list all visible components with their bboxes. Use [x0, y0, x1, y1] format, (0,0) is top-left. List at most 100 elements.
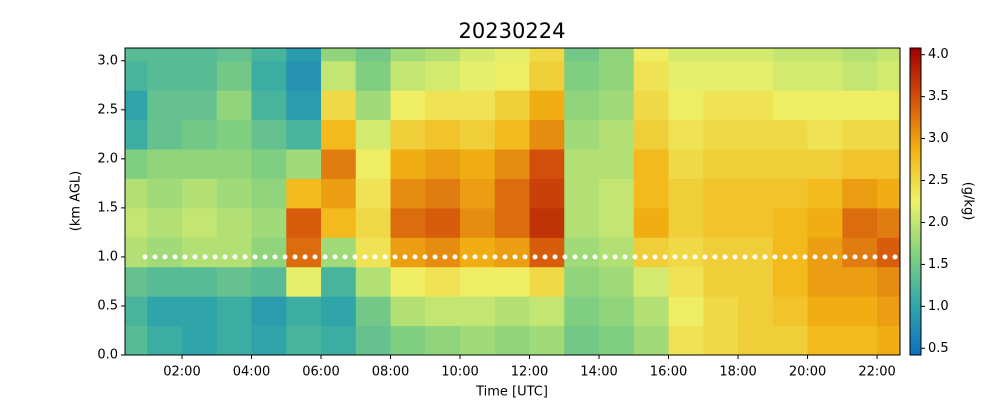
heatmap-cell [181, 325, 218, 355]
heatmap-cell [529, 48, 565, 62]
heatmap-cell [703, 266, 739, 297]
heatmap-cell [390, 237, 426, 268]
heatmap-cell [529, 90, 565, 121]
heatmap-cell [877, 119, 900, 150]
heatmap-cell [703, 325, 739, 355]
heatmap-cell [390, 149, 426, 179]
heatmap-cell [321, 207, 357, 238]
heatmap-cell [390, 60, 426, 91]
heatmap-cell [390, 178, 426, 209]
heatmap-cell [125, 119, 148, 150]
heatmap-cell [877, 296, 900, 327]
heatmap-cell [355, 237, 392, 268]
heatmap-cell [125, 178, 148, 209]
heatmap-cell [842, 266, 878, 297]
heatmap-cell [355, 296, 392, 327]
heatmap-cell [321, 266, 357, 297]
heatmap-cell [251, 266, 287, 297]
heatmap-cell [772, 266, 809, 297]
heatmap-cell [772, 325, 809, 355]
heatmap-cell [772, 90, 809, 121]
heatmap-cell [807, 48, 843, 62]
heatmap-cell [877, 237, 900, 268]
heatmap-cell [564, 119, 600, 150]
heatmap-cell [321, 237, 357, 268]
heatmap-cell [390, 325, 426, 355]
x-tick-label: 08:00 [372, 365, 409, 380]
heatmap-cell [633, 178, 670, 209]
heatmap-cell [738, 237, 774, 268]
colorbar-tick-label: 1.0 [928, 299, 949, 314]
heatmap-cell [251, 237, 287, 268]
heatmap-cell [216, 237, 253, 268]
heatmap [125, 48, 900, 355]
heatmap-cell [703, 296, 739, 327]
x-tick-label: 14:00 [580, 365, 617, 380]
heatmap-cell [425, 60, 461, 91]
heatmap-cell [877, 90, 900, 121]
heatmap-cell [286, 325, 322, 355]
heatmap-cell [738, 266, 774, 297]
heatmap-cell [772, 60, 809, 91]
heatmap-cell [564, 266, 600, 297]
heatmap-cell [668, 325, 704, 355]
heatmap-cell [286, 207, 322, 238]
heatmap-cell [842, 149, 878, 179]
colorbar [909, 47, 922, 356]
heatmap-cell [321, 149, 357, 179]
heatmap-cell [529, 207, 565, 238]
heatmap-cell [286, 48, 322, 62]
heatmap-cell [703, 207, 739, 238]
x-tick-label: 04:00 [233, 365, 270, 380]
heatmap-cell [216, 325, 253, 355]
colorbar-tick-label: 2.0 [928, 215, 949, 230]
heatmap-cell [286, 90, 322, 121]
heatmap-cell [216, 119, 253, 150]
heatmap-cell [125, 60, 148, 91]
heatmap-cell [181, 119, 218, 150]
heatmap-cell [181, 207, 218, 238]
y-axis-label: (km AGL) [69, 171, 84, 231]
heatmap-cell [668, 296, 704, 327]
heatmap-cell [251, 90, 287, 121]
x-tick-label: 10:00 [441, 365, 478, 380]
heatmap-cell [807, 237, 843, 268]
heatmap-cell [251, 325, 287, 355]
heatmap-cell [599, 119, 635, 150]
colorbar-tick-label: 3.0 [928, 131, 949, 146]
heatmap-cell [842, 178, 878, 209]
heatmap-cell [633, 119, 670, 150]
heatmap-cell [807, 90, 843, 121]
heatmap-cell [599, 178, 635, 209]
heatmap-cell [286, 60, 322, 91]
heatmap-cell [147, 119, 183, 150]
heatmap-cell [425, 266, 461, 297]
heatmap-cell [772, 149, 809, 179]
colorbar-tick-label: 3.5 [928, 89, 949, 104]
heatmap-cell [668, 90, 704, 121]
heatmap-cell [355, 178, 392, 209]
heatmap-cell [633, 237, 670, 268]
heatmap-cell [738, 149, 774, 179]
heatmap-cell [494, 48, 531, 62]
heatmap-cell [564, 178, 600, 209]
heatmap-cell [125, 266, 148, 297]
heatmap-cell [529, 178, 565, 209]
heatmap-cell [390, 119, 426, 150]
heatmap-cell [181, 237, 218, 268]
heatmap-cell [633, 266, 670, 297]
heatmap-cell [668, 48, 704, 62]
y-tick-label: 0.0 [97, 348, 118, 363]
heatmap-cell [390, 90, 426, 121]
heatmap-cell [842, 90, 878, 121]
heatmap-cell [668, 237, 704, 268]
heatmap-cell [807, 325, 843, 355]
heatmap-cell [355, 325, 392, 355]
heatmap-cell [355, 119, 392, 150]
heatmap-cell [181, 178, 218, 209]
heatmap-cell [181, 296, 218, 327]
x-tick-label: 12:00 [511, 365, 548, 380]
heatmap-cell [599, 266, 635, 297]
heatmap-cell [877, 60, 900, 91]
